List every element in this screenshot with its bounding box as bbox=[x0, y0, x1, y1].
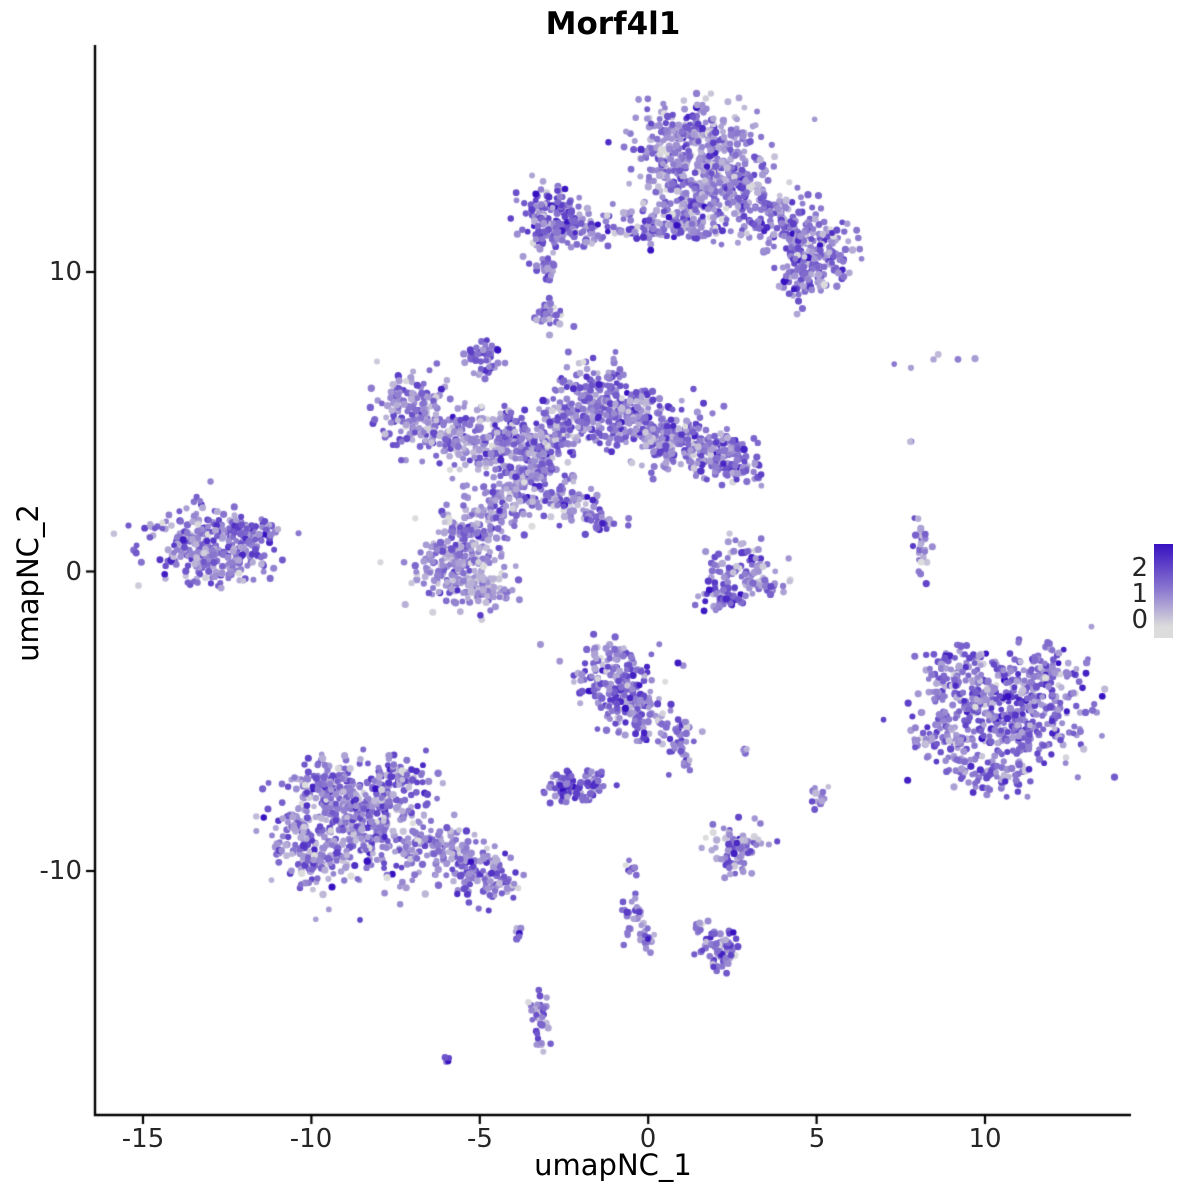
x-tick-label: 5 bbox=[808, 1124, 826, 1154]
expression-legend: 2 1 0 bbox=[1110, 540, 1200, 650]
y-tick-label: -10 bbox=[39, 856, 82, 886]
legend-tick-label: 2 bbox=[1131, 553, 1148, 583]
y-tick-label: 10 bbox=[48, 257, 82, 287]
x-tick-label: -15 bbox=[121, 1124, 165, 1154]
x-axis-label: umapNC_1 bbox=[534, 1148, 692, 1182]
x-tick-label: -5 bbox=[467, 1124, 493, 1154]
y-tick-label: 0 bbox=[65, 557, 82, 587]
x-tick-label: -10 bbox=[289, 1124, 333, 1154]
legend-tick-label: 0 bbox=[1131, 605, 1148, 635]
legend-colorbar bbox=[1154, 544, 1173, 638]
legend-tick-label: 1 bbox=[1131, 579, 1148, 609]
plot-title: Morf4l1 bbox=[545, 6, 681, 42]
x-tick-label: 10 bbox=[968, 1124, 1002, 1154]
x-tick-label: 0 bbox=[639, 1124, 657, 1154]
